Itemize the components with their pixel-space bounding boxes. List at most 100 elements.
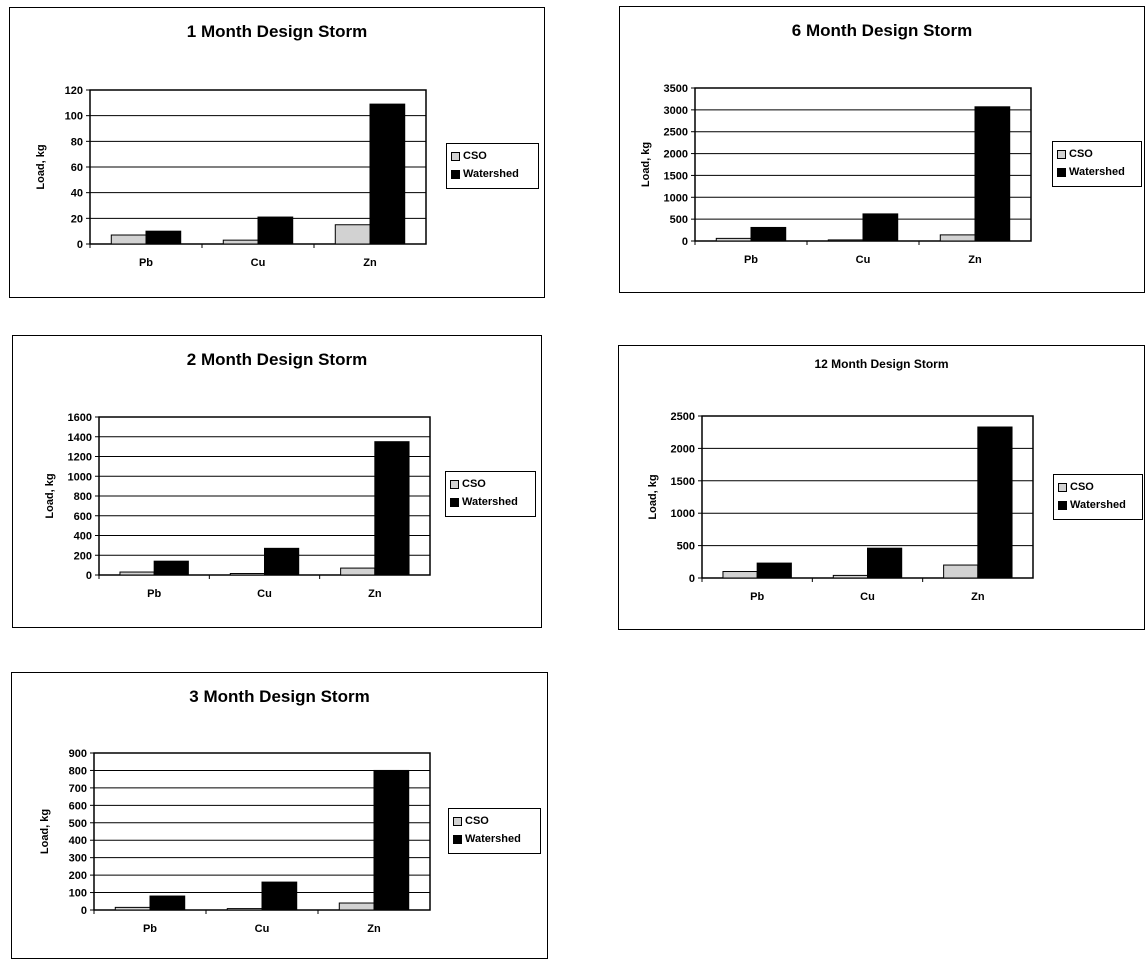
- legend: CSO Watershed: [1052, 141, 1142, 187]
- y-tick-label: 2000: [671, 443, 695, 455]
- chart-plot: 0 20 40 60 80 100 120 Pb Cu Zn Load, kg: [35, 85, 427, 269]
- y-tick-label: 0: [689, 573, 695, 585]
- chart-3-month: 3 Month Design Storm 0 100 200 300 400 500 600…: [11, 672, 548, 959]
- x-tick-label: Pb: [143, 923, 157, 935]
- y-tick-label: 800: [69, 765, 87, 777]
- bar-watershed: [977, 426, 1013, 579]
- legend: CSO Watershed: [448, 808, 541, 854]
- y-tick-label: 500: [69, 818, 87, 830]
- legend-item-cso: CSO: [1057, 145, 1137, 163]
- legend-label-watershed: Watershed: [465, 833, 521, 845]
- x-tick-label: Cu: [860, 591, 875, 603]
- y-tick-label: 100: [65, 111, 83, 123]
- x-tick-label: Zn: [363, 257, 377, 269]
- bar-watershed: [145, 230, 182, 245]
- chart-title: 2 Month Design Storm: [186, 350, 368, 369]
- bar-watershed: [264, 547, 300, 576]
- y-tick-label: 1000: [671, 508, 695, 520]
- chart-6-month: 6 Month Design Storm 0 500 1000 1500 2000 250…: [619, 6, 1145, 293]
- legend-label-cso: CSO: [462, 478, 486, 490]
- bar-watershed: [153, 560, 189, 576]
- bar-cso: [110, 234, 147, 245]
- chart-2-month: 2 Month Design Storm 0 200 400 600 800 1000 12…: [12, 335, 542, 628]
- legend-label-cso: CSO: [463, 150, 487, 162]
- legend-item-watershed: Watershed: [453, 830, 536, 848]
- y-axis-label: Load, kg: [35, 144, 47, 189]
- y-axis-label: Load, kg: [640, 142, 652, 187]
- y-tick-label: 40: [71, 188, 83, 200]
- legend-swatch-watershed: [453, 834, 462, 844]
- legend-swatch-cso: [1058, 482, 1067, 492]
- legend-label-cso: CSO: [465, 815, 489, 827]
- chart-1-month: 1 Month Design Storm 0 20 40 60 80 100 120 Pb Cu…: [9, 7, 545, 298]
- y-tick-label: 80: [71, 136, 83, 148]
- y-tick-label: 20: [71, 213, 83, 225]
- legend-label-cso: CSO: [1069, 148, 1093, 160]
- x-tick-label: Cu: [255, 923, 270, 935]
- y-tick-label: 3000: [664, 105, 688, 117]
- y-tick-label: 0: [86, 570, 92, 582]
- y-tick-label: 500: [670, 214, 688, 226]
- chart-plot: 0 500 1000 1500 2000 2500 3000 3500 Pb Cu Zn Load, …: [640, 83, 1032, 266]
- legend-label-watershed: Watershed: [1070, 499, 1126, 511]
- x-tick-label: Cu: [856, 254, 871, 266]
- x-tick-label: Zn: [971, 591, 985, 603]
- bar-cso: [939, 234, 976, 242]
- legend-item-watershed: Watershed: [450, 493, 531, 511]
- bar-watershed: [867, 547, 903, 579]
- bar-cso: [338, 902, 375, 911]
- legend-swatch-cso: [453, 816, 462, 826]
- y-tick-label: 600: [69, 800, 87, 812]
- legend-item-cso: CSO: [453, 812, 536, 830]
- x-tick-label: Pb: [147, 588, 161, 600]
- legend: CSO Watershed: [1053, 474, 1143, 520]
- bar-cso: [943, 564, 979, 579]
- legend-item-cso: CSO: [451, 147, 534, 165]
- y-tick-label: 600: [74, 511, 92, 523]
- bar-cso: [827, 239, 864, 242]
- x-tick-label: Zn: [367, 923, 381, 935]
- y-tick-label: 1400: [68, 432, 92, 444]
- legend-swatch-cso: [450, 479, 459, 489]
- x-tick-label: Zn: [968, 254, 982, 266]
- y-tick-label: 400: [69, 835, 87, 847]
- chart-plot: 0 500 1000 1500 2000 2500 Pb Cu Zn Load, kg: [647, 411, 1034, 603]
- bar-cso: [832, 574, 868, 579]
- legend-label-watershed: Watershed: [462, 496, 518, 508]
- y-tick-label: 100: [69, 888, 87, 900]
- chart-12-month: 12 Month Design Storm 0 500 1000 1500 2000 25…: [618, 345, 1145, 630]
- y-tick-label: 1200: [68, 452, 92, 464]
- legend-item-watershed: Watershed: [1057, 163, 1137, 181]
- bar-watershed: [862, 213, 899, 242]
- bar-watershed: [261, 881, 298, 911]
- bar-watershed: [257, 216, 294, 245]
- y-tick-label: 800: [74, 491, 92, 503]
- chart-title: 12 Month Design Storm: [814, 357, 949, 371]
- y-tick-label: 0: [81, 905, 87, 917]
- bar-watershed: [373, 769, 410, 911]
- y-tick-label: 1500: [664, 170, 688, 182]
- bar-watershed: [369, 103, 406, 245]
- legend: CSO Watershed: [445, 471, 536, 517]
- y-tick-label: 1000: [68, 471, 92, 483]
- y-tick-label: 60: [71, 162, 83, 174]
- legend-swatch-watershed: [1057, 167, 1066, 177]
- y-tick-label: 2500: [664, 127, 688, 139]
- bar-cso: [222, 239, 259, 245]
- legend-item-cso: CSO: [450, 475, 531, 493]
- y-tick-label: 1500: [671, 476, 695, 488]
- bar-watershed: [974, 106, 1011, 242]
- y-axis-label: Load, kg: [39, 809, 51, 854]
- chart-plot: 0 100 200 300 400 500 600 700 800 900 Pb Cu Zn Load, …: [39, 748, 431, 935]
- bar-cso: [229, 573, 265, 576]
- legend-swatch-watershed: [450, 497, 459, 507]
- x-tick-label: Zn: [368, 588, 382, 600]
- y-tick-label: 400: [74, 531, 92, 543]
- y-tick-label: 1000: [664, 192, 688, 204]
- x-tick-label: Cu: [251, 257, 266, 269]
- y-tick-label: 1600: [68, 412, 92, 424]
- legend-swatch-cso: [451, 151, 460, 161]
- bar-watershed: [750, 226, 787, 242]
- x-tick-label: Pb: [750, 591, 764, 603]
- y-tick-label: 200: [69, 870, 87, 882]
